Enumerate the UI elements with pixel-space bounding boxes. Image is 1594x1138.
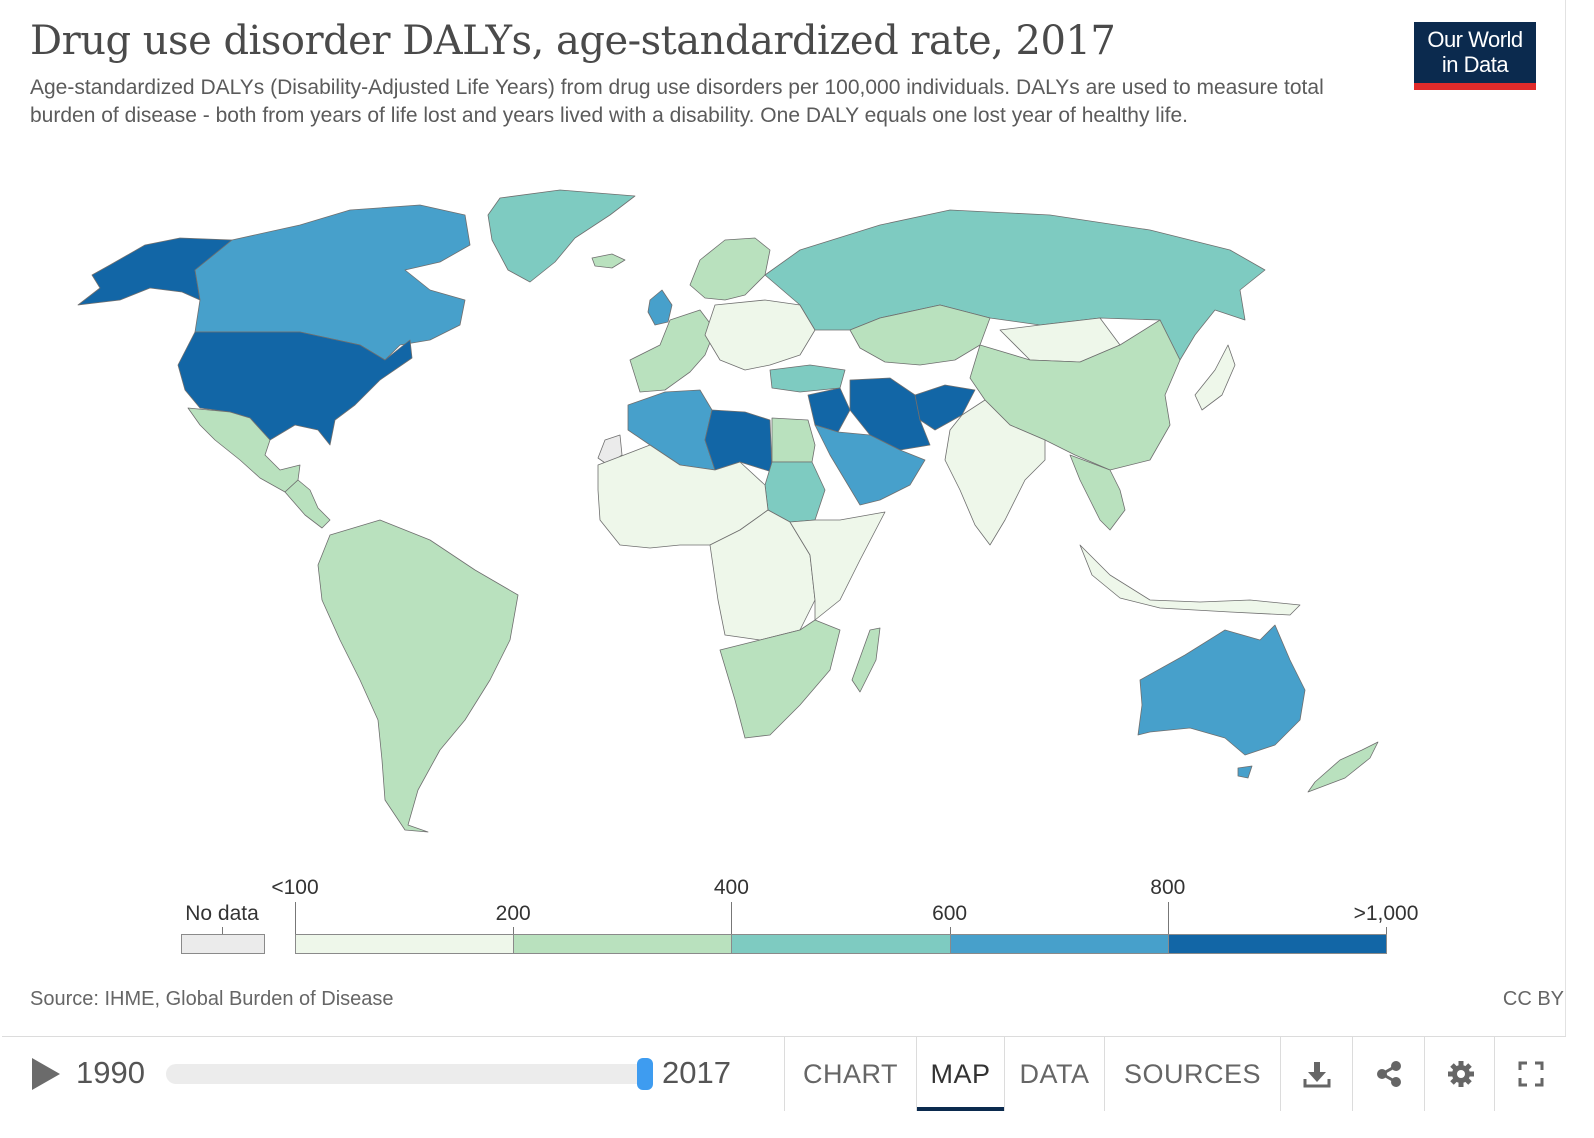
country-tasmania xyxy=(1237,765,1253,779)
legend-tick-no-data xyxy=(222,927,223,934)
tab-data-label: DATA xyxy=(1019,1058,1090,1089)
country-western-europe xyxy=(629,309,716,393)
country-usa xyxy=(177,331,413,446)
legend-label-bin: 200 xyxy=(495,902,531,925)
country-australia xyxy=(1137,624,1306,756)
country-south-america xyxy=(317,519,519,833)
legend-label-bin: <100 xyxy=(271,876,319,899)
source-text[interactable]: Source: IHME, Global Burden of Disease xyxy=(30,988,394,1010)
legend-swatch-bin[interactable] xyxy=(295,934,515,954)
country-iran xyxy=(849,377,931,451)
tab-map[interactable]: MAP xyxy=(916,1037,1004,1111)
country-east-africa xyxy=(789,511,886,621)
country-central-america xyxy=(284,479,331,529)
country-arabia xyxy=(814,424,926,506)
country-southern-africa xyxy=(719,619,841,739)
fullscreen-button[interactable] xyxy=(1494,1037,1566,1111)
timeline-track[interactable] xyxy=(166,1064,646,1084)
tab-sources-label: SOURCES xyxy=(1123,1058,1262,1089)
active-tab-underline xyxy=(917,1107,1004,1111)
legend-label-bin: 800 xyxy=(1150,876,1186,899)
country-japan xyxy=(1194,344,1236,411)
country-uk xyxy=(647,289,673,326)
country-southeast-asia xyxy=(1069,454,1126,531)
tab-map-label: MAP xyxy=(930,1058,991,1089)
country-iceland xyxy=(591,253,626,269)
legend-tick xyxy=(513,927,515,934)
chart-title: Drug use disorder DALYs, age-standardize… xyxy=(30,18,1116,64)
country-mexico xyxy=(187,407,301,493)
legend-label-bin: 600 xyxy=(932,902,968,925)
legend-tick xyxy=(1167,902,1169,934)
fullscreen-icon xyxy=(1518,1061,1543,1087)
legend-tick xyxy=(295,902,296,934)
download-icon xyxy=(1303,1062,1330,1088)
logo-accent-bar xyxy=(1414,83,1536,90)
legend-swatch-bin[interactable] xyxy=(1167,934,1387,954)
country-turkey xyxy=(769,364,846,393)
legend-label-bin: >1,000 xyxy=(1353,902,1419,925)
logo-line-1: Our World xyxy=(1427,27,1523,52)
country-levant xyxy=(807,387,851,433)
country-madagascar xyxy=(851,627,881,693)
legend-swatch-bin[interactable] xyxy=(949,934,1169,954)
download-button[interactable] xyxy=(1280,1037,1352,1111)
country-libya xyxy=(704,409,773,473)
legend-swatch-no-data[interactable] xyxy=(181,934,265,954)
legend-tick xyxy=(1386,927,1387,934)
tab-sources[interactable]: SOURCES xyxy=(1104,1037,1280,1111)
country-eastern-europe xyxy=(704,299,816,371)
tab-chart[interactable]: CHART xyxy=(784,1037,916,1111)
legend-label-bin: 400 xyxy=(713,876,749,899)
country-new-zealand xyxy=(1307,741,1379,793)
country-alaska xyxy=(77,237,233,306)
timeline-end-year: 2017 xyxy=(662,1055,731,1090)
logo-line-2: in Data xyxy=(1441,52,1509,77)
share-icon xyxy=(1376,1061,1401,1087)
country-india xyxy=(944,399,1046,546)
country-indonesia xyxy=(1079,544,1301,616)
license-link[interactable]: CC BY xyxy=(1502,988,1564,1010)
tab-chart-label: CHART xyxy=(802,1058,898,1089)
gear-icon xyxy=(1447,1061,1474,1087)
play-button[interactable] xyxy=(32,1058,60,1090)
chart-subtitle: Age-standardized DALYs (Disability-Adjus… xyxy=(30,76,1324,127)
legend-swatch-bin[interactable] xyxy=(731,934,951,954)
timeline-start-year: 1990 xyxy=(76,1055,145,1090)
legend-swatch-bin[interactable] xyxy=(513,934,733,954)
country-greenland xyxy=(487,189,636,283)
country-kazakhstan xyxy=(849,304,991,366)
tab-data[interactable]: DATA xyxy=(1004,1037,1104,1111)
legend-tick xyxy=(949,927,951,934)
settings-button[interactable] xyxy=(1424,1037,1496,1111)
country-scandinavia xyxy=(689,237,771,301)
legend-tick xyxy=(731,902,733,934)
legend-label-no-data: No data xyxy=(185,902,259,925)
country-egypt xyxy=(771,417,816,463)
timeline-handle[interactable] xyxy=(637,1058,653,1090)
share-button[interactable] xyxy=(1352,1037,1424,1111)
owid-logo[interactable]: Our World in Data xyxy=(1414,22,1536,90)
